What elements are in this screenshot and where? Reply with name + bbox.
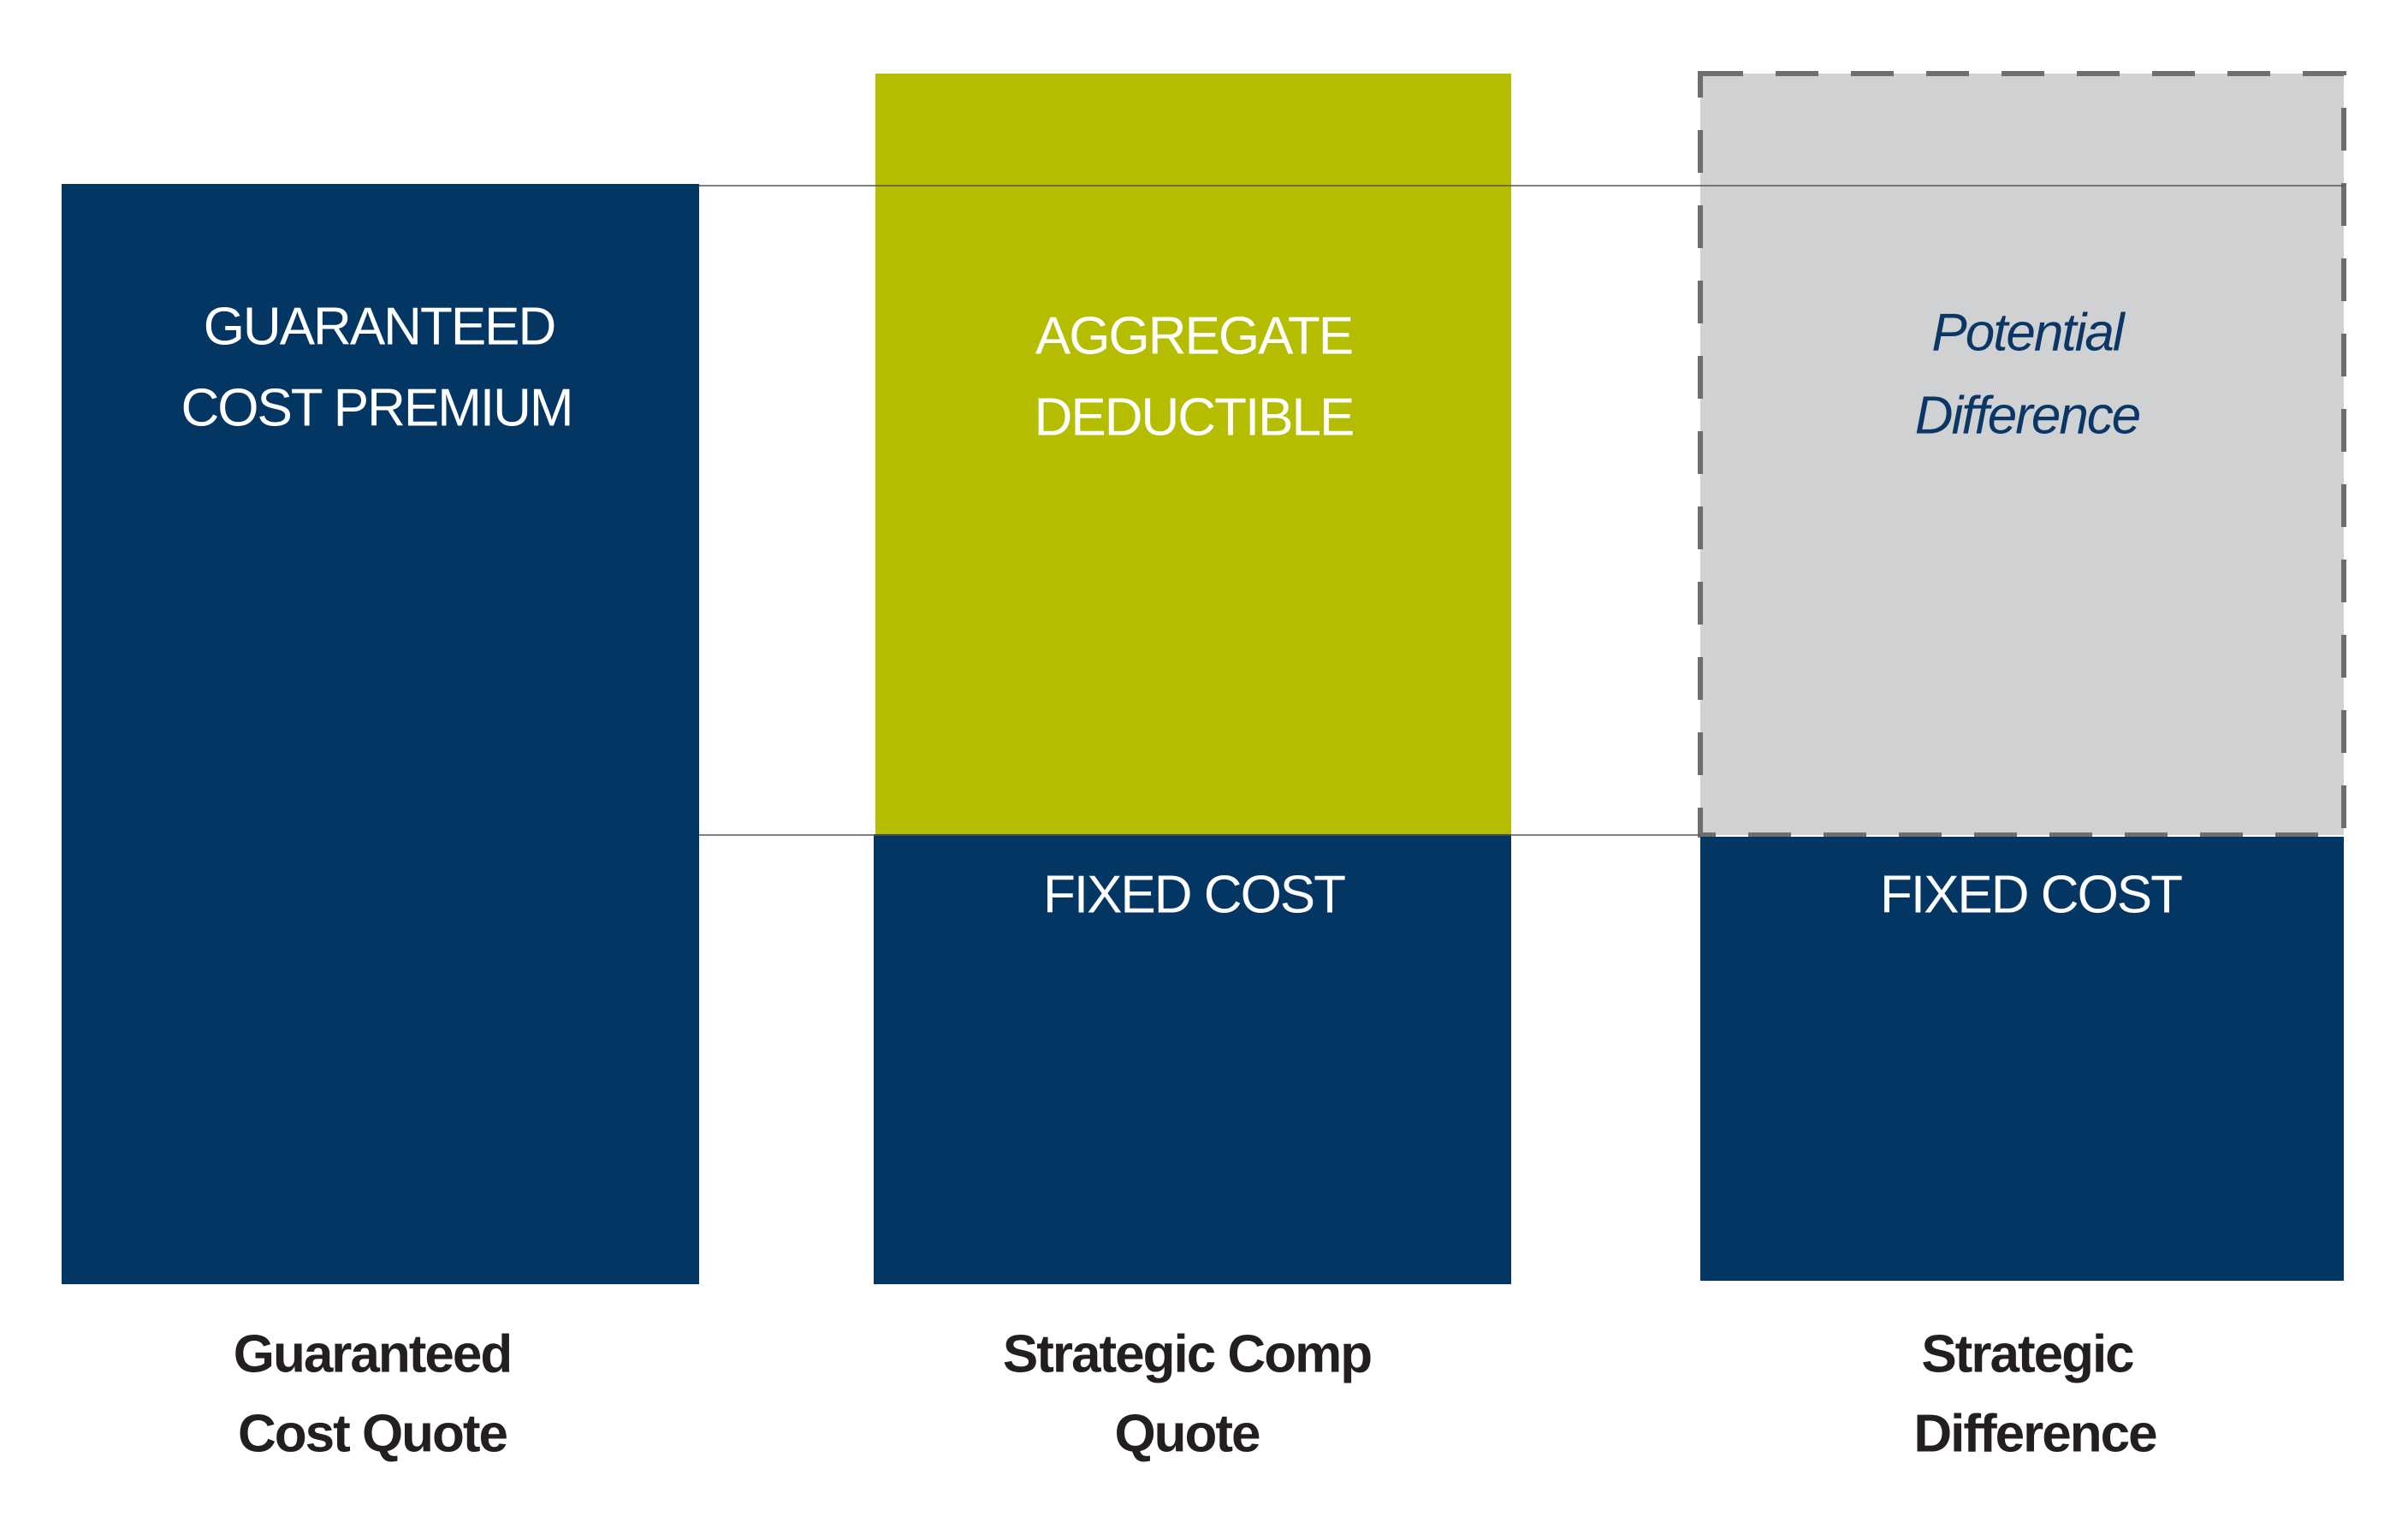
column-label: Quote bbox=[1114, 1404, 1260, 1463]
column-label: Strategic bbox=[1921, 1324, 2133, 1383]
deductible-block bbox=[875, 74, 1511, 835]
column-label: Guaranteed bbox=[234, 1324, 512, 1383]
block-text: FIXED COST bbox=[1043, 865, 1345, 924]
column-label: Strategic Comp bbox=[1003, 1324, 1371, 1383]
fixed-cost-block bbox=[1700, 837, 2344, 1281]
column-label: Difference bbox=[1913, 1404, 2156, 1463]
block-text: GUARANTEED bbox=[204, 297, 555, 356]
block-text: DEDUCTIBLE bbox=[1035, 388, 1354, 447]
block-text: AGGREGATE bbox=[1035, 306, 1352, 365]
fixed-cost-block bbox=[874, 834, 1511, 1284]
difference-block bbox=[1698, 71, 2346, 838]
block-text: Difference bbox=[1915, 386, 2140, 445]
premium-block bbox=[62, 184, 699, 1284]
column-label: Cost Quote bbox=[238, 1404, 507, 1463]
block-text: FIXED COST bbox=[1880, 865, 2182, 924]
block-text: COST PREMIUM bbox=[181, 378, 572, 437]
block-text: Potential bbox=[1931, 303, 2126, 362]
